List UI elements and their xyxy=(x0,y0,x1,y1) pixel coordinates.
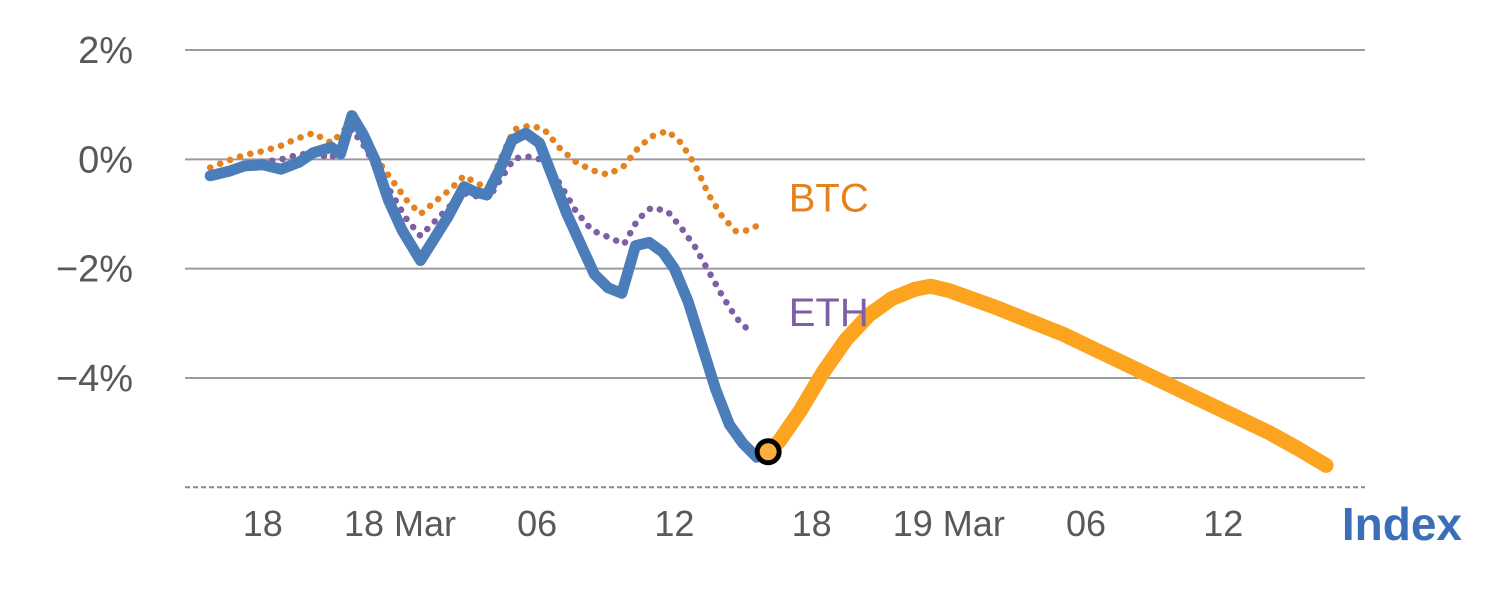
y-tick-label: 0% xyxy=(78,139,133,181)
x-tick-label: 19 Mar xyxy=(893,503,1005,544)
x-tick-label: 18 Mar xyxy=(344,503,456,544)
series-label-btc: BTC xyxy=(789,176,869,220)
y-tick-label: −4% xyxy=(56,358,133,400)
forecast-origin-marker xyxy=(754,438,782,466)
x-tick-label: 06 xyxy=(517,503,557,544)
y-tick-label: −2% xyxy=(56,249,133,291)
series-index-line xyxy=(204,110,774,463)
y-tick-label: 2% xyxy=(78,30,133,72)
series-index-forecast-line xyxy=(760,278,1334,473)
x-tick-label: 18 xyxy=(792,503,832,544)
x-axis-title: Index xyxy=(1342,498,1463,550)
x-tick-label: 12 xyxy=(654,503,694,544)
series-label-eth: ETH xyxy=(789,291,869,335)
x-tick-label: 06 xyxy=(1066,503,1106,544)
series-btc-line xyxy=(206,118,760,235)
x-tick-label: 12 xyxy=(1203,503,1243,544)
x-tick-label: 18 xyxy=(243,503,283,544)
